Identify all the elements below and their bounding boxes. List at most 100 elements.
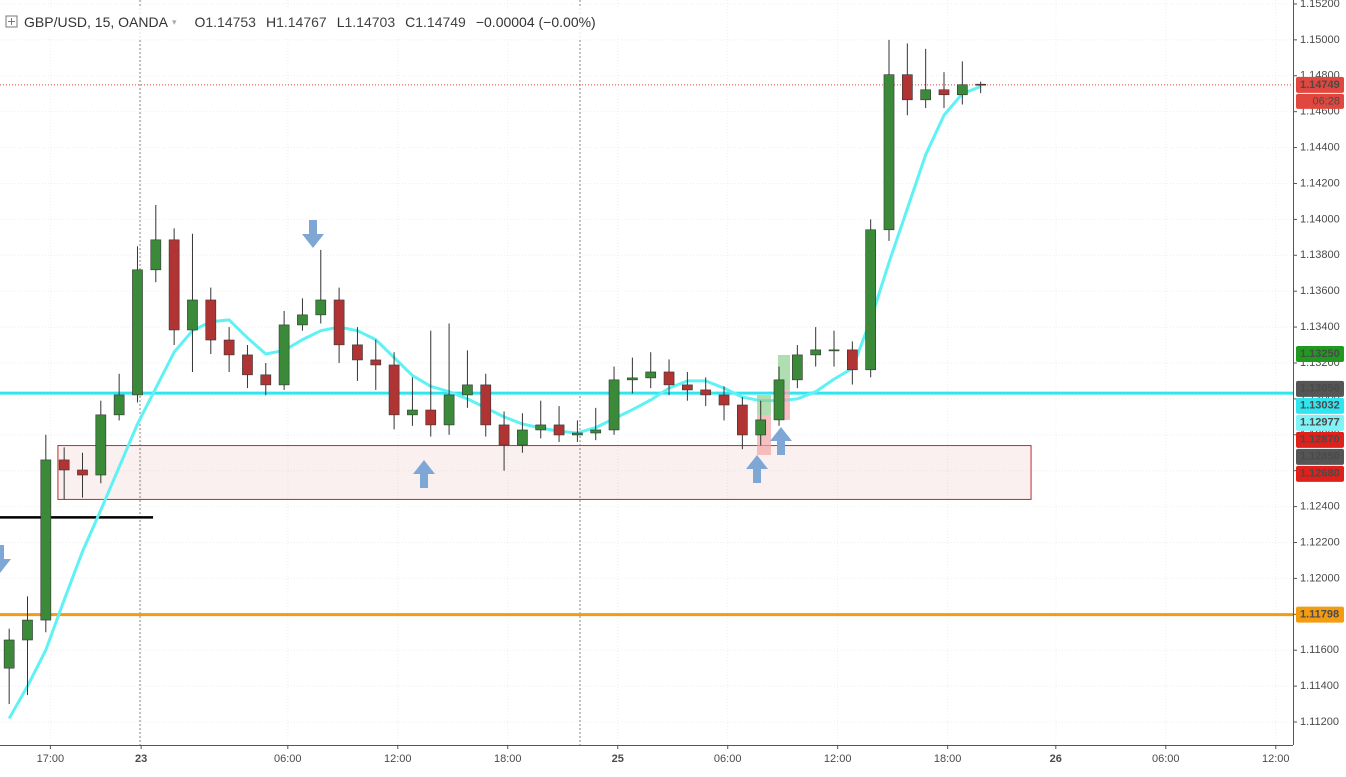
candle-body <box>810 349 822 356</box>
y-tick-label: 1.11400 <box>1300 680 1339 692</box>
y-tick-label: 1.14400 <box>1300 141 1340 153</box>
candle-body <box>498 424 510 446</box>
price-label: 1.11798 <box>1300 609 1339 621</box>
price-label: 1.13032 <box>1300 400 1340 412</box>
countdown: 06:28 <box>1312 95 1340 107</box>
candle-body <box>901 74 913 101</box>
price-label-bg <box>1296 606 1344 623</box>
y-tick-label: 1.12200 <box>1300 536 1340 548</box>
candle-body <box>407 409 418 416</box>
candle-body <box>627 377 638 381</box>
x-tick-label: 18:00 <box>494 753 522 765</box>
arrow-down <box>0 545 11 573</box>
candle-body <box>975 83 986 86</box>
candle-body <box>847 349 858 371</box>
price-label-bg <box>1296 431 1344 448</box>
candle-body <box>168 239 180 331</box>
x-tick-label: 06:00 <box>714 753 742 765</box>
candle-body <box>755 419 767 436</box>
candle-body <box>737 404 748 436</box>
arrow-up <box>770 427 792 455</box>
axes: 1.112001.114001.116001.118001.120001.122… <box>37 0 1344 765</box>
x-tick-label: 12:00 <box>1262 753 1290 765</box>
x-tick-label: 17:00 <box>37 753 65 765</box>
candle-body <box>205 299 217 341</box>
position-profit <box>757 395 771 415</box>
header-bg <box>0 8 640 38</box>
candle-body <box>443 394 455 426</box>
candle-body <box>920 89 932 101</box>
candle-body <box>828 349 840 352</box>
candle-body <box>608 379 620 431</box>
candle-body <box>388 364 400 416</box>
price-label-bg <box>1296 380 1344 397</box>
x-tick-label: 12:00 <box>824 753 852 765</box>
candle-body <box>773 379 785 421</box>
candle-body <box>58 459 70 471</box>
arrow-up <box>413 460 435 488</box>
field-key: L <box>337 14 345 30</box>
candle-body <box>278 324 290 386</box>
y-tick-label: 1.13600 <box>1300 285 1340 297</box>
y-tick-label: 1.15200 <box>1300 0 1340 10</box>
y-tick-label: 1.14200 <box>1300 177 1340 189</box>
field-key: C <box>405 14 415 30</box>
candle-body <box>480 384 492 426</box>
candle-body <box>535 424 547 431</box>
candle-body <box>938 89 950 96</box>
candle-body <box>682 384 693 391</box>
candle-body <box>865 229 877 371</box>
y-tick-label: 1.13800 <box>1300 249 1340 261</box>
y-tick-label: 1.11200 <box>1300 716 1339 728</box>
field-value: 1.14753 <box>205 14 256 30</box>
arrow-down <box>302 220 324 248</box>
collapse-icon[interactable] <box>5 15 18 28</box>
price-label: 1.12680 <box>1300 468 1340 480</box>
x-tick-label: 23 <box>135 753 147 765</box>
candle-body <box>572 432 583 436</box>
price-label-bg <box>1296 76 1344 93</box>
arrow-up <box>746 455 768 483</box>
x-tick-label: 25 <box>612 753 624 765</box>
candle-body <box>95 414 107 476</box>
candle-body <box>333 299 345 346</box>
candle-body <box>883 74 895 231</box>
drawings <box>0 84 1293 720</box>
y-tick-label: 1.12400 <box>1300 501 1340 513</box>
candle-body <box>370 359 382 366</box>
candles <box>3 39 986 705</box>
symbol: GBP/USD, 15, OANDA <box>24 14 169 30</box>
x-tick-label: 26 <box>1050 753 1062 765</box>
candle-body <box>700 389 712 396</box>
field-key: H <box>266 14 276 30</box>
moving-average <box>7 85 982 720</box>
candle-body <box>22 619 33 641</box>
price-label: 1.12850 <box>1300 451 1340 463</box>
candle-body <box>352 344 363 361</box>
collapse-icon <box>8 18 15 25</box>
candle-body <box>40 459 52 621</box>
candle-body <box>425 409 437 426</box>
candle-body <box>590 429 602 434</box>
candle-body <box>718 394 730 406</box>
header: GBP/USD, 15, OANDA ▾ O1.14753 H1.14767 L1.14… <box>24 14 596 30</box>
price-label: 1.14749 <box>1300 79 1340 91</box>
candle-body <box>187 299 198 331</box>
x-tick-label: 06:00 <box>274 753 302 765</box>
candle-body <box>77 469 88 476</box>
candle-body <box>113 394 125 416</box>
candle-body <box>663 371 675 386</box>
price-label-bg <box>1296 465 1344 482</box>
candle-body <box>315 299 327 316</box>
candle-body <box>3 639 15 669</box>
price-label-bg <box>1296 397 1344 414</box>
candle-body <box>462 384 473 396</box>
price-label-bg <box>1296 346 1344 363</box>
candle-body <box>517 429 528 446</box>
y-tick-label: 1.13400 <box>1300 321 1340 333</box>
y-tick-label: 1.12000 <box>1300 572 1340 584</box>
y-tick-label: 1.14000 <box>1300 213 1340 225</box>
price-label-bg <box>1296 414 1344 431</box>
